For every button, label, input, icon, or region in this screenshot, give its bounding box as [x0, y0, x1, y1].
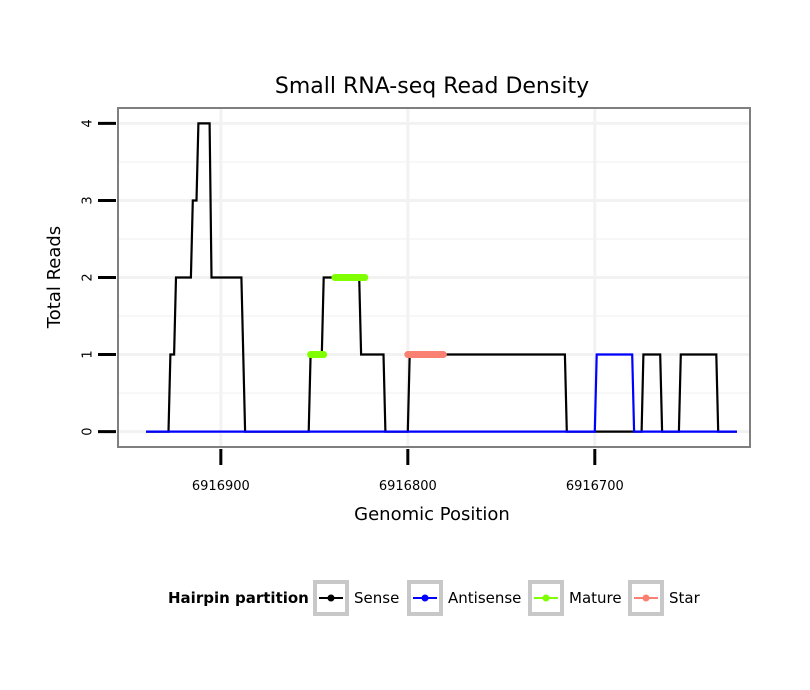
plot-border [117, 107, 751, 448]
legend-label: Antisense [448, 589, 521, 607]
x-axis: 6916900 6916800 6916700 [192, 449, 624, 494]
legend-key-dot [642, 594, 650, 602]
x-axis-title: Genomic Position [354, 504, 510, 525]
legend-item-sense: Sense [313, 580, 399, 616]
legend-key-dot [421, 594, 429, 602]
x-tick-label: 6916900 [192, 479, 250, 494]
legend-label: Mature [569, 589, 622, 607]
legend-item-antisense: Antisense [407, 580, 521, 616]
chart-title: Small RNA-seq Read Density [275, 74, 589, 99]
x-tick-label: 6916800 [379, 479, 437, 494]
y-tick-label: 3 [81, 196, 96, 204]
legend-key-dot [327, 594, 335, 602]
y-axis-title: Total Reads [44, 226, 65, 329]
y-tick-label: 0 [81, 427, 96, 435]
y-tick-label: 2 [81, 273, 96, 281]
y-axis: 0 1 2 3 4 [81, 119, 116, 436]
legend-label: Sense [354, 589, 399, 607]
y-tick-label: 1 [81, 350, 96, 358]
series-line-antisense [146, 353, 737, 433]
legend-title: Hairpin partition [168, 589, 309, 607]
legend: Hairpin partition Sense Antisense Mature St… [168, 580, 701, 616]
y-tick-label: 4 [81, 119, 96, 127]
legend-key-dot [542, 594, 550, 602]
series-layer [146, 122, 737, 433]
x-tick-label: 6916700 [566, 479, 624, 494]
legend-label: Star [669, 589, 701, 607]
legend-key-box [528, 580, 564, 616]
legend-item-mature: Mature [528, 580, 622, 616]
series-line-sense [146, 122, 737, 433]
legend-item-star: Star [628, 580, 701, 616]
